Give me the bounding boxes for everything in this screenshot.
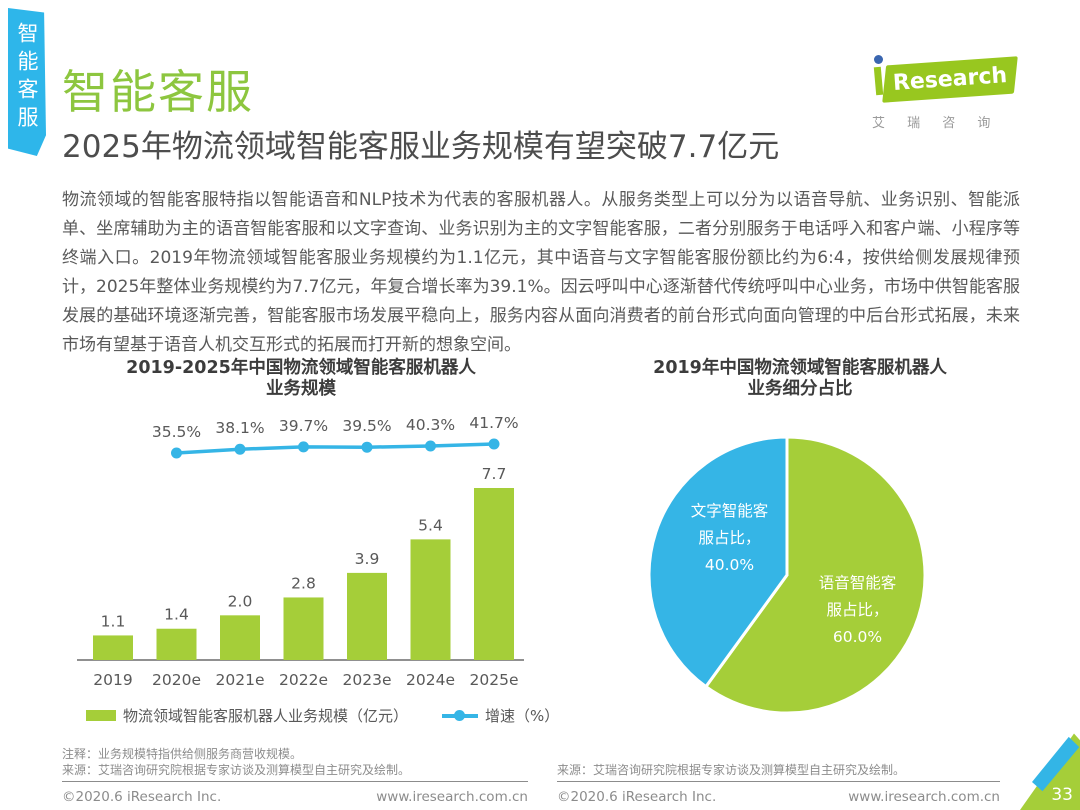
bar: [347, 572, 387, 660]
copyright-left: ©2020.6 iResearch Inc.: [62, 789, 222, 805]
growth-dot: [361, 441, 373, 453]
legend-bar-label: 物流领域智能客服机器人业务规模（亿元）: [123, 707, 409, 725]
bar-value-label: 2.0: [228, 592, 253, 610]
growth-dot: [425, 440, 436, 452]
line-marker-icon: [442, 710, 479, 722]
category-label: 2022e: [279, 671, 328, 689]
bar-value-label: 3.9: [355, 550, 380, 568]
bar-value-label: 1.1: [101, 612, 126, 630]
pie-chart-title-line2: 业务细分占比: [747, 379, 853, 399]
section-ribbon: 智能客服: [8, 8, 46, 156]
website-url-right: www.iresearch.com.cn: [848, 789, 1000, 805]
pie-slice: [703, 435, 927, 715]
pie-chart-title: 2019年中国物流领域智能客服机器人 业务细分占比: [560, 358, 1040, 400]
footer-source-right: 来源：艾瑞咨询研究院根据专家访谈及测算模型自主研究及绘制。: [557, 763, 906, 777]
corner-decoration: 33: [1005, 725, 1080, 810]
growth-label: 35.5%: [152, 423, 201, 441]
growth-label: 39.7%: [279, 417, 328, 435]
bar: [283, 597, 324, 660]
growth-dot: [488, 438, 500, 450]
logo-i-stem-icon: [873, 66, 884, 96]
bar-chart-title-line2: 业务规模: [266, 379, 336, 399]
website-url-left: www.iresearch.com.cn: [376, 789, 528, 805]
legend-item-bar: 物流领域智能客服机器人业务规模（亿元）: [86, 705, 408, 726]
growth-label: 41.7%: [469, 414, 518, 432]
copyright-right: ©2020.6 iResearch Inc.: [557, 789, 717, 805]
growth-label: 40.3%: [406, 416, 455, 434]
bar: [93, 635, 133, 660]
bar-line-chart: 1.1 2019 1.4 2020e 2.0 2021e 2.8 2022e 3.9 2023e 5…: [77, 414, 524, 689]
chart-legend: 物流领域智能客服机器人业务规模（亿元） 增速（%）: [86, 705, 559, 726]
category-label: 2021e: [216, 671, 265, 689]
pie-slice-label: 60.0%: [833, 628, 882, 646]
growth-label: 39.5%: [342, 417, 391, 435]
bar: [220, 615, 260, 660]
bar: [474, 488, 514, 660]
legend-item-line: 增速（%）: [442, 705, 559, 726]
iresearch-logo-mark: Research: [872, 54, 1018, 106]
legend-line-label: 增速（%）: [485, 707, 560, 725]
bar: [410, 539, 451, 660]
bar-chart-title: 2019-2025年中国物流领域智能客服机器人 业务规模: [62, 358, 540, 400]
growth-line: [176, 442, 495, 455]
category-label: 2020e: [152, 671, 201, 689]
pie-slice-label: 文字智能客: [691, 502, 769, 520]
section-ribbon-label: 智能客服: [15, 22, 39, 134]
pie-slice-label: 服占比，: [698, 529, 760, 547]
pie-chart-title-line1: 2019年中国物流领域智能客服机器人: [653, 358, 947, 378]
footer-divider-left: [62, 781, 528, 782]
footer-right: 来源：艾瑞咨询研究院根据专家访谈及测算模型自主研究及绘制。 ©2020.6 iR…: [557, 746, 1000, 805]
growth-label: 38.1%: [215, 419, 264, 437]
bar-value-label: 1.4: [164, 606, 189, 624]
page-subtitle: 2025年物流领域智能客服业务规模有望突破7.7亿元: [62, 129, 780, 165]
logo-chinese-name: 艾 瑞 咨 询: [872, 116, 1000, 131]
growth-dot: [171, 447, 182, 459]
logo-plate: Research: [882, 56, 1018, 103]
category-label: 2025e: [470, 671, 519, 689]
footer-note: 注释：业务规模特指供给侧服务商营收规模。: [62, 747, 303, 761]
footer-source-left: 来源：艾瑞咨询研究院根据专家访谈及测算模型自主研究及绘制。: [62, 763, 411, 777]
bar: [156, 628, 197, 660]
category-label: 2023e: [343, 671, 392, 689]
bar-value-label: 2.8: [291, 574, 316, 592]
category-label: 2024e: [406, 671, 455, 689]
footer-left: 注释：业务规模特指供给侧服务商营收规模。 来源：艾瑞咨询研究院根据专家访谈及测算…: [62, 746, 528, 805]
bar-value-label: 5.4: [418, 516, 443, 534]
category-label: 2019: [93, 671, 132, 689]
pie-chart-section: 2019年中国物流领域智能客服机器人 业务细分占比 语音智能客 服占比， 60.0%…: [560, 358, 1040, 730]
iresearch-logo: Research 艾 瑞 咨 询: [872, 54, 1018, 131]
page-number: 33: [1051, 785, 1073, 805]
growth-dot: [234, 443, 246, 455]
pie-slice-label: 语音智能客: [819, 574, 897, 592]
pie-slice-label: 40.0%: [705, 556, 754, 574]
body-paragraph: 物流领域的智能客服特指以智能语音和NLP技术为代表的客服机器人。从服务类型上可以…: [62, 190, 1020, 355]
logo-i-dot-icon: [874, 55, 883, 64]
pie-slice-label: 服占比，: [826, 601, 888, 619]
bar-value-label: 7.7: [482, 465, 507, 483]
logo-word: Research: [892, 63, 1008, 96]
growth-dot: [298, 441, 309, 453]
bar-swatch-icon: [86, 710, 116, 721]
pie-slice: [647, 435, 789, 689]
bar-chart-section: 2019-2025年中国物流领域智能客服机器人 业务规模 1.1 2019 1.4 2…: [62, 358, 559, 730]
footer-divider-right: [557, 781, 1000, 782]
bar-chart-title-line1: 2019-2025年中国物流领域智能客服机器人: [126, 358, 476, 378]
page-title: 智能客服: [62, 65, 254, 119]
